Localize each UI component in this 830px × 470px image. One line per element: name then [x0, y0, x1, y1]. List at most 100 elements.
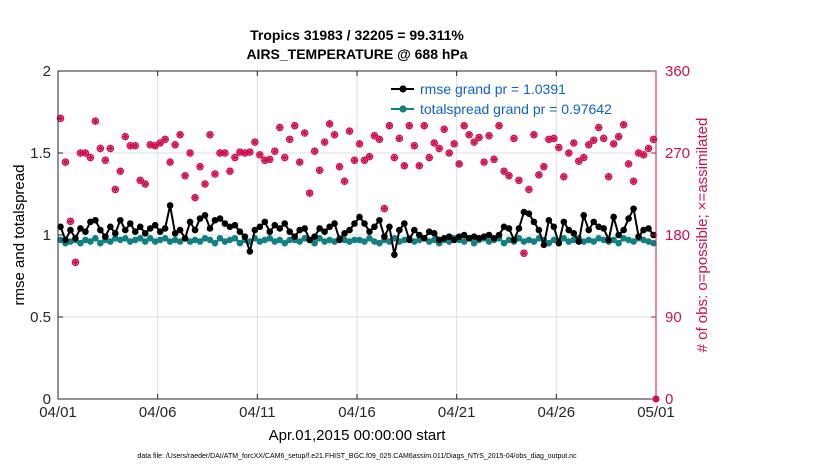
obs-assimilated-marker — [186, 149, 194, 157]
rmse-series-point — [560, 218, 568, 226]
y-axis-label-left: rmse and totalspread — [11, 165, 28, 306]
obs-assimilated-marker — [176, 131, 184, 139]
obs-assimilated-marker — [600, 134, 608, 143]
spread-series-point — [97, 239, 104, 247]
rmse-series-point — [236, 228, 244, 236]
obs-assimilated-marker — [455, 160, 463, 168]
spread-series-point — [221, 238, 229, 245]
spread-series-point — [470, 239, 478, 247]
rmse-series-point — [401, 220, 408, 227]
spread-series-point — [560, 234, 568, 242]
rmse-series-point — [411, 226, 418, 234]
obs-assimilated-marker — [515, 176, 523, 184]
rmse-series-point — [341, 230, 348, 237]
obs-assimilated-marker — [545, 135, 553, 143]
rmse-series-point — [600, 225, 607, 232]
spread-series-point — [530, 238, 538, 245]
obs-assimilated-marker — [161, 135, 169, 143]
rmse-series-point — [62, 236, 69, 244]
obs-assimilated-marker — [330, 131, 339, 139]
rmse-series-point — [151, 221, 159, 229]
spread-series-point — [186, 238, 194, 245]
spread-series-point — [146, 234, 154, 242]
spread-series-point — [107, 238, 114, 245]
spread-series-point — [376, 239, 383, 247]
spread-series-point — [126, 238, 134, 245]
obs-assimilated-marker — [395, 134, 403, 143]
obs-assimilated-marker — [629, 177, 638, 185]
rmse-series-point — [112, 230, 119, 237]
obs-assimilated-marker — [620, 121, 628, 129]
rmse-series-point — [301, 225, 308, 232]
obs-assimilated-marker — [540, 163, 548, 171]
obs-assimilated-marker — [644, 144, 653, 153]
obs-assimilated-marker — [555, 143, 563, 152]
obs-assimilated-marker — [221, 149, 229, 157]
y-tick-label-right: 270 — [665, 145, 690, 162]
spread-series-point — [166, 238, 174, 245]
x-tick-label: 04/26 — [538, 404, 576, 421]
rmse-series-point — [211, 216, 219, 224]
rmse-series-point — [67, 226, 74, 234]
rmse-series-point — [495, 231, 503, 239]
y-tick-label-left: 2 — [43, 63, 51, 80]
spread-series-point — [112, 234, 119, 242]
spread-series-point — [226, 236, 234, 244]
rmse-series-point — [291, 233, 299, 240]
spread-series-point — [590, 238, 598, 245]
rmse-series-point — [550, 223, 558, 231]
obs-assimilated-marker — [495, 122, 503, 130]
rmse-series-point — [326, 223, 333, 231]
rmse-series-point — [545, 216, 553, 224]
rmse-series-point — [92, 216, 99, 224]
obs-assimilated-marker — [465, 131, 473, 139]
rmse-series-point — [420, 234, 428, 242]
obs-assimilated-marker — [460, 122, 468, 130]
rmse-series-point — [590, 218, 598, 226]
spread-series-point — [515, 234, 523, 242]
obs-assimilated-marker — [196, 163, 204, 171]
spread-series-point — [171, 236, 179, 244]
rmse-series-point — [351, 220, 358, 227]
obs-assimilated-marker — [530, 131, 538, 139]
rmse-series-point — [620, 226, 627, 234]
rmse-series-point — [430, 230, 438, 237]
obs-assimilated-marker — [360, 156, 369, 164]
rmse-series-point — [221, 220, 229, 227]
data-file-footer: data file: /Users/raeder/DAI/ATM_forcXX/… — [137, 453, 577, 460]
spread-series-point — [151, 238, 159, 245]
obs-assimilated-marker — [475, 133, 483, 142]
spread-series-point — [261, 236, 269, 244]
obs-assimilated-marker — [595, 123, 603, 132]
rmse-series-point — [336, 236, 343, 244]
rmse-series-point — [231, 221, 239, 229]
spread-series-point — [430, 236, 438, 244]
obs-assimilated-marker — [624, 160, 633, 168]
obs-assimilated-marker — [226, 167, 234, 175]
rmse-series-point — [296, 226, 303, 234]
spread-series-point — [585, 236, 593, 244]
rmse-series-point — [555, 239, 563, 247]
rmse-series-point — [186, 218, 194, 226]
obs-assimilated-marker — [191, 194, 199, 202]
rmse-series-point — [565, 226, 573, 234]
obs-assimilated-marker — [201, 180, 209, 188]
rmse-series-point — [141, 230, 149, 237]
spread-series-point — [445, 238, 453, 245]
obs-assimilated-marker — [430, 139, 438, 147]
rmse-series-point — [286, 228, 294, 236]
obs-assimilated-marker — [490, 155, 498, 163]
obs-assimilated-marker — [101, 156, 109, 164]
rmse-series-point — [126, 220, 134, 227]
spread-series-point — [595, 234, 602, 242]
obs-assimilated-marker — [375, 135, 384, 143]
legend-label-rmse: rmse grand pr = 1.0391 — [420, 81, 566, 97]
rmse-series-point — [386, 223, 393, 231]
rmse-series-point — [500, 223, 508, 231]
y-axis-label-right: # of obs: o=possible; ×=assimilated — [694, 118, 711, 353]
rmse-series-point — [505, 225, 513, 232]
rmse-series-point — [366, 228, 373, 236]
spread-series-point — [640, 236, 647, 244]
obs-assimilated-marker — [296, 158, 304, 166]
rmse-series-point — [77, 225, 84, 232]
